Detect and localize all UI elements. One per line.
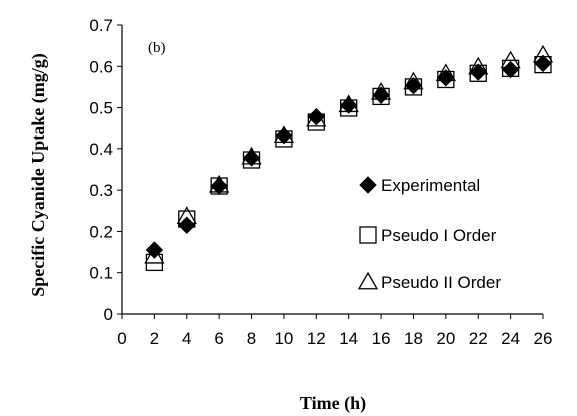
legend-marker xyxy=(359,226,377,244)
legend-label: Pseudo I Order xyxy=(381,226,497,245)
data-point xyxy=(372,86,390,104)
legend-marker xyxy=(357,271,379,290)
data-point xyxy=(534,54,552,73)
legend-marker xyxy=(359,176,377,194)
data-point xyxy=(144,245,165,264)
x-tick-label: 22 xyxy=(469,329,488,348)
data-points xyxy=(144,44,554,272)
legend: Experimental Pseudo I Order Pseudo II Orde… xyxy=(357,176,501,292)
x-tick-label: 16 xyxy=(372,329,391,348)
data-point xyxy=(210,177,228,195)
x-tick-label: 0 xyxy=(117,329,126,348)
data-point xyxy=(275,126,293,145)
data-point xyxy=(404,76,423,95)
tick-labels: 00.10.20.30.40.50.60.70 2 4 6 8 10 12 14 16 18 20 2… xyxy=(89,16,552,348)
data-point xyxy=(145,241,164,259)
x-tick-label: 14 xyxy=(339,329,358,348)
x-tick-label: 6 xyxy=(214,329,223,348)
y-tick-label: 0.4 xyxy=(89,140,113,159)
data-point xyxy=(339,96,358,114)
x-tick-label: 2 xyxy=(150,329,159,348)
x-tick-label: 26 xyxy=(534,329,553,348)
y-tick-label: 0.7 xyxy=(89,16,113,35)
x-tick-label: 8 xyxy=(247,329,256,348)
data-point xyxy=(307,107,326,126)
x-tick-label: 20 xyxy=(436,329,455,348)
y-tick-label: 0.1 xyxy=(89,264,113,283)
legend-label: Pseudo II Order xyxy=(381,273,501,292)
x-axis-title: Time (h) xyxy=(300,393,366,414)
data-point xyxy=(469,63,487,81)
data-point xyxy=(437,69,455,87)
y-axis-title: Specific Cyanide Uptake (mg/g) xyxy=(28,53,49,296)
y-tick-label: 0.6 xyxy=(89,57,113,76)
axes xyxy=(117,24,544,319)
data-point xyxy=(501,60,520,79)
data-point xyxy=(178,216,196,234)
x-tick-label: 24 xyxy=(501,329,520,348)
y-tick-label: 0.5 xyxy=(89,99,113,118)
x-tick-label: 4 xyxy=(182,329,191,348)
y-tick-label: 0.2 xyxy=(89,222,113,241)
panel-label: (b) xyxy=(148,40,166,56)
x-tick-label: 10 xyxy=(274,329,293,348)
y-tick-label: 0 xyxy=(104,305,113,324)
legend-label: Experimental xyxy=(381,176,480,195)
x-tick-label: 12 xyxy=(307,329,326,348)
y-tick-label: 0.3 xyxy=(89,181,113,200)
data-point xyxy=(242,149,261,167)
x-tick-label: 18 xyxy=(404,329,423,348)
